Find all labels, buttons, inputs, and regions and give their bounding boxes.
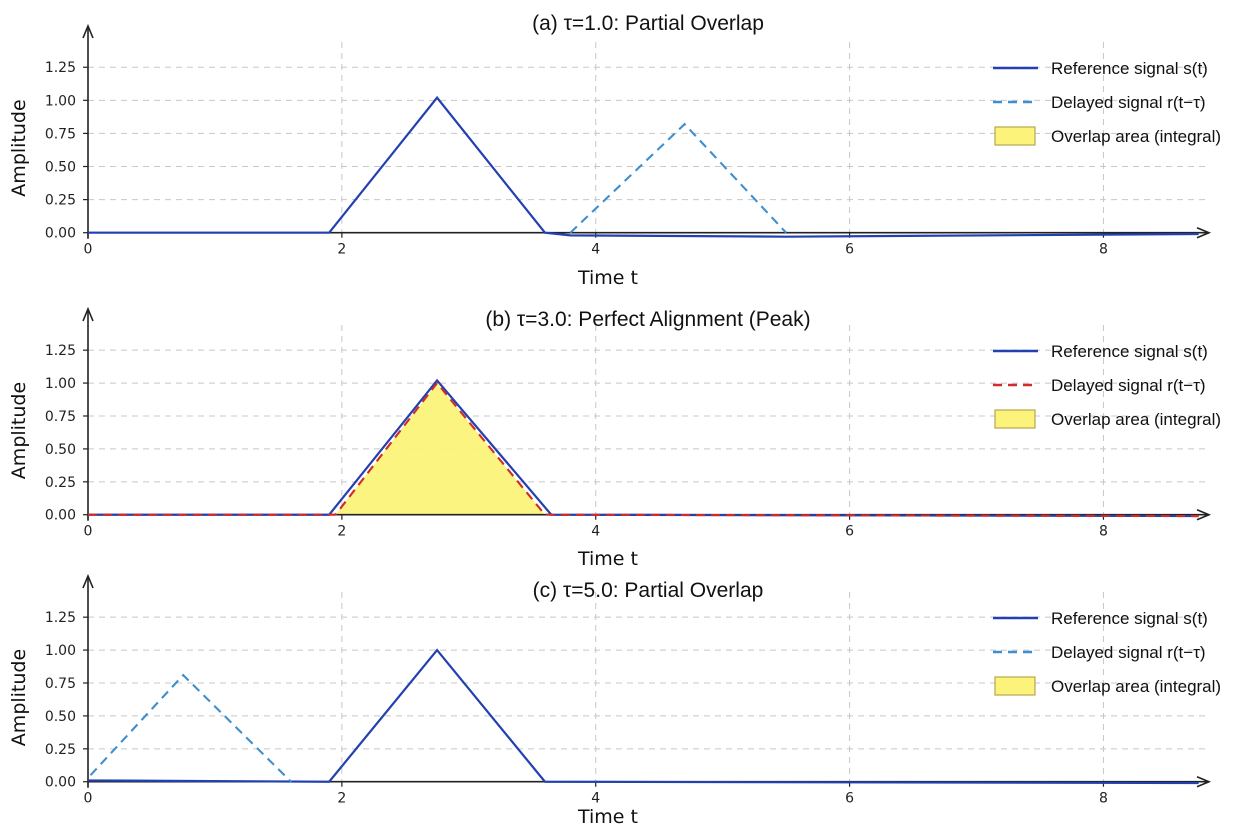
legend-label: Reference signal s(t) <box>1051 342 1208 361</box>
legend-swatch-overlap <box>994 126 1036 146</box>
y-axis-label: Amplitude <box>8 382 30 479</box>
x-tick-label: 0 <box>84 791 93 807</box>
x-tick-label: 6 <box>845 242 854 258</box>
y-tick-label: 0.50 <box>45 160 76 176</box>
y-tick-label: 0.50 <box>45 709 76 725</box>
legend-label: Delayed signal r(t−τ) <box>1051 93 1206 112</box>
x-tick-label: 0 <box>84 242 93 258</box>
y-tick-label: 0.25 <box>45 742 76 758</box>
legend-label: Reference signal s(t) <box>1051 59 1208 78</box>
series-reference-line <box>88 95 1199 238</box>
x-tick-label: 2 <box>337 524 346 540</box>
x-tick-label: 4 <box>591 242 600 258</box>
legend: Reference signal s(t) Delayed signal r(t−… <box>993 609 1221 696</box>
overlap-area <box>335 383 545 515</box>
legend-swatch-overlap <box>994 409 1036 429</box>
chart-title: (a) τ=1.0: Partial Overlap <box>532 12 764 35</box>
y-tick-label: 0.50 <box>45 442 76 458</box>
y-tick-label: 0.75 <box>45 676 76 692</box>
series-reference-line <box>88 378 1199 518</box>
x-tick-label: 8 <box>1099 791 1108 807</box>
y-axis-arrow-icon <box>82 573 94 589</box>
legend-label: Overlap area (integral) <box>1051 677 1221 696</box>
x-tick-label: 2 <box>337 242 346 258</box>
panel-b: 0.00 0.25 0.50 0.75 1.00 1.25 0 2 4 6 8 (b) τ=3.0: … <box>8 306 1221 570</box>
y-tick-label: 1.00 <box>45 643 76 659</box>
x-tick-label: 4 <box>591 524 600 540</box>
y-tick-label: 0.00 <box>45 508 76 524</box>
x-tick-label: 8 <box>1099 242 1108 258</box>
x-axis-arrow-icon <box>1196 775 1212 788</box>
series-reference-line <box>87 648 1199 785</box>
legend-label: Overlap area (integral) <box>1051 410 1221 429</box>
x-axis-arrow-icon <box>1196 226 1212 239</box>
legend-label: Reference signal s(t) <box>1051 609 1208 628</box>
y-tick-label: 0.00 <box>45 226 76 242</box>
series-delayed-line <box>569 122 787 234</box>
chart-title: (c) τ=5.0: Partial Overlap <box>533 579 764 602</box>
y-tick-label: 0.75 <box>45 409 76 425</box>
x-axis-arrow-icon <box>1196 508 1212 521</box>
panel-a: 0.00 0.25 0.50 0.75 1.00 1.25 0 2 4 6 8 (a) τ=1.0: … <box>8 12 1221 289</box>
x-tick-label: 6 <box>845 791 854 807</box>
y-tick-label: 1.00 <box>45 376 76 392</box>
x-axis-label: Time t <box>577 806 638 828</box>
y-tick-label: 1.25 <box>45 610 76 626</box>
legend-label: Delayed signal r(t−τ) <box>1051 643 1206 662</box>
x-axis-label: Time t <box>577 267 638 289</box>
legend-label: Overlap area (integral) <box>1051 127 1221 146</box>
y-tick-label: 1.25 <box>45 343 76 359</box>
x-tick-label: 6 <box>845 524 854 540</box>
legend-label: Delayed signal r(t−τ) <box>1051 376 1206 395</box>
legend-swatch-overlap <box>994 676 1036 696</box>
x-tick-label: 4 <box>591 791 600 807</box>
y-axis-arrow-icon <box>82 23 94 39</box>
y-tick-label: 0.75 <box>45 126 76 142</box>
x-axis-label: Time t <box>577 548 638 570</box>
y-tick-label: 1.00 <box>45 93 76 109</box>
chart-title: (b) τ=3.0: Perfect Alignment (Peak) <box>485 308 810 331</box>
y-tick-label: 1.25 <box>45 60 76 76</box>
y-tick-label: 0.25 <box>45 475 76 491</box>
panel-c: 0.00 0.25 0.50 0.75 1.00 1.25 0 2 4 6 8 (c) τ=5.0: … <box>8 573 1221 828</box>
x-tick-label: 0 <box>84 524 93 540</box>
legend: Reference signal s(t) Delayed signal r(t−… <box>993 59 1221 146</box>
series-delayed-line <box>88 381 1199 518</box>
y-axis-label: Amplitude <box>8 99 30 196</box>
y-axis-arrow-icon <box>82 306 94 322</box>
legend: Reference signal s(t) Delayed signal r(t−… <box>993 342 1221 429</box>
y-axis-label: Amplitude <box>8 649 30 746</box>
x-tick-label: 2 <box>337 791 346 807</box>
series-delayed-line <box>89 673 292 783</box>
x-tick-label: 8 <box>1099 524 1108 540</box>
y-tick-label: 0.25 <box>45 193 76 209</box>
y-tick-label: 0.00 <box>45 775 76 791</box>
